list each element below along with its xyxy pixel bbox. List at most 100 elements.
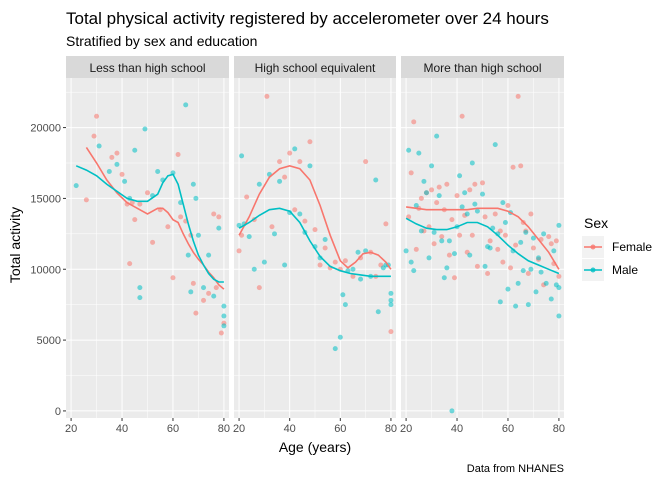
data-point-female — [492, 211, 498, 217]
data-point-male — [246, 234, 252, 240]
data-point-female — [91, 133, 97, 139]
data-point-male — [155, 169, 161, 174]
data-point-male — [500, 200, 506, 206]
data-point-male — [467, 252, 473, 258]
data-point-male — [497, 299, 503, 305]
x-tick-label: 20 — [400, 423, 412, 435]
data-point-female — [439, 234, 445, 240]
data-point-female — [500, 259, 506, 265]
data-point-female — [211, 211, 217, 217]
data-point-female — [137, 201, 143, 207]
data-point-male — [221, 313, 227, 319]
data-point-male — [530, 235, 536, 241]
data-point-male — [474, 208, 480, 214]
data-point-male — [518, 239, 524, 245]
data-point-female — [218, 330, 224, 336]
data-point-male — [322, 237, 328, 242]
data-point-female — [127, 261, 133, 267]
data-point-female — [451, 275, 457, 281]
data-point-male — [355, 249, 361, 255]
data-point-female — [175, 152, 181, 157]
data-point-male — [375, 309, 381, 315]
data-point-female — [411, 119, 417, 125]
data-point-male — [528, 266, 534, 272]
data-point-female — [383, 221, 389, 227]
data-point-male — [515, 280, 521, 286]
data-point-female — [434, 200, 440, 206]
data-point-female — [297, 159, 303, 165]
facet-strip — [401, 56, 564, 78]
data-point-female — [508, 265, 514, 271]
facet-panel: High school equivalent 20 40 60 80 — [233, 56, 397, 435]
data-point-male — [421, 178, 427, 184]
data-point-female — [510, 164, 516, 170]
data-point-male — [533, 289, 539, 295]
data-point-male — [487, 245, 493, 251]
data-point-female — [119, 171, 125, 177]
x-tick-label: 60 — [502, 423, 514, 435]
data-point-male — [185, 252, 191, 258]
legend-point-female — [590, 244, 596, 250]
data-point-female — [236, 248, 242, 254]
data-point-male — [216, 225, 222, 231]
facet-panel: Less than high school 20 40 60 80 — [65, 56, 230, 435]
data-point-female — [190, 280, 196, 286]
x-tick-label: 40 — [116, 423, 128, 435]
data-point-female — [408, 170, 414, 176]
data-point-female — [322, 245, 328, 251]
data-point-male — [462, 190, 468, 196]
data-point-female — [469, 232, 475, 238]
data-point-male — [502, 220, 508, 225]
chart-title: Total physical activity registered by ac… — [66, 9, 549, 28]
data-point-male — [406, 147, 412, 153]
data-point-male — [449, 408, 455, 414]
data-point-male — [183, 102, 189, 108]
x-tick-label: 40 — [284, 423, 296, 435]
legend-items: Female Male — [582, 236, 652, 281]
data-point-female — [454, 193, 460, 199]
data-point-female — [363, 159, 369, 165]
data-point-female — [457, 232, 463, 238]
data-point-female — [388, 329, 394, 335]
data-point-female — [206, 290, 212, 296]
data-point-male — [337, 334, 343, 340]
data-point-male — [482, 263, 488, 269]
data-point-female — [282, 174, 288, 180]
legend: Sex Female Male — [582, 215, 652, 281]
x-tick-label: 80 — [218, 423, 230, 435]
data-point-male — [388, 290, 394, 296]
legend-label-male: Male — [612, 263, 638, 277]
data-point-female — [495, 246, 501, 252]
data-point-female — [480, 180, 485, 186]
data-point-male — [492, 142, 498, 148]
data-point-male — [221, 303, 227, 309]
data-point-male — [350, 266, 356, 272]
data-point-male — [469, 160, 475, 166]
data-point-female — [518, 163, 524, 169]
data-point-male — [251, 266, 257, 272]
data-point-male — [190, 181, 196, 187]
data-point-female — [472, 181, 478, 187]
y-axis-title: Total activity — [7, 207, 23, 283]
data-point-female — [482, 214, 488, 220]
data-point-female — [525, 271, 531, 276]
data-point-male — [439, 238, 445, 244]
data-point-male — [340, 292, 346, 298]
data-point-female — [114, 150, 120, 156]
x-tick-label: 80 — [385, 423, 397, 435]
data-point-male — [221, 323, 227, 329]
data-point-male — [513, 303, 519, 309]
data-point-male — [195, 232, 201, 238]
data-point-male — [434, 133, 440, 139]
x-tick-label: 80 — [553, 423, 565, 435]
data-point-female — [292, 207, 298, 213]
data-point-female — [264, 93, 270, 99]
data-point-male — [137, 295, 143, 301]
data-point-male — [548, 296, 554, 302]
data-point-female — [342, 258, 348, 264]
data-point-male — [261, 259, 267, 265]
data-point-female — [350, 273, 356, 279]
data-point-male — [142, 126, 148, 132]
